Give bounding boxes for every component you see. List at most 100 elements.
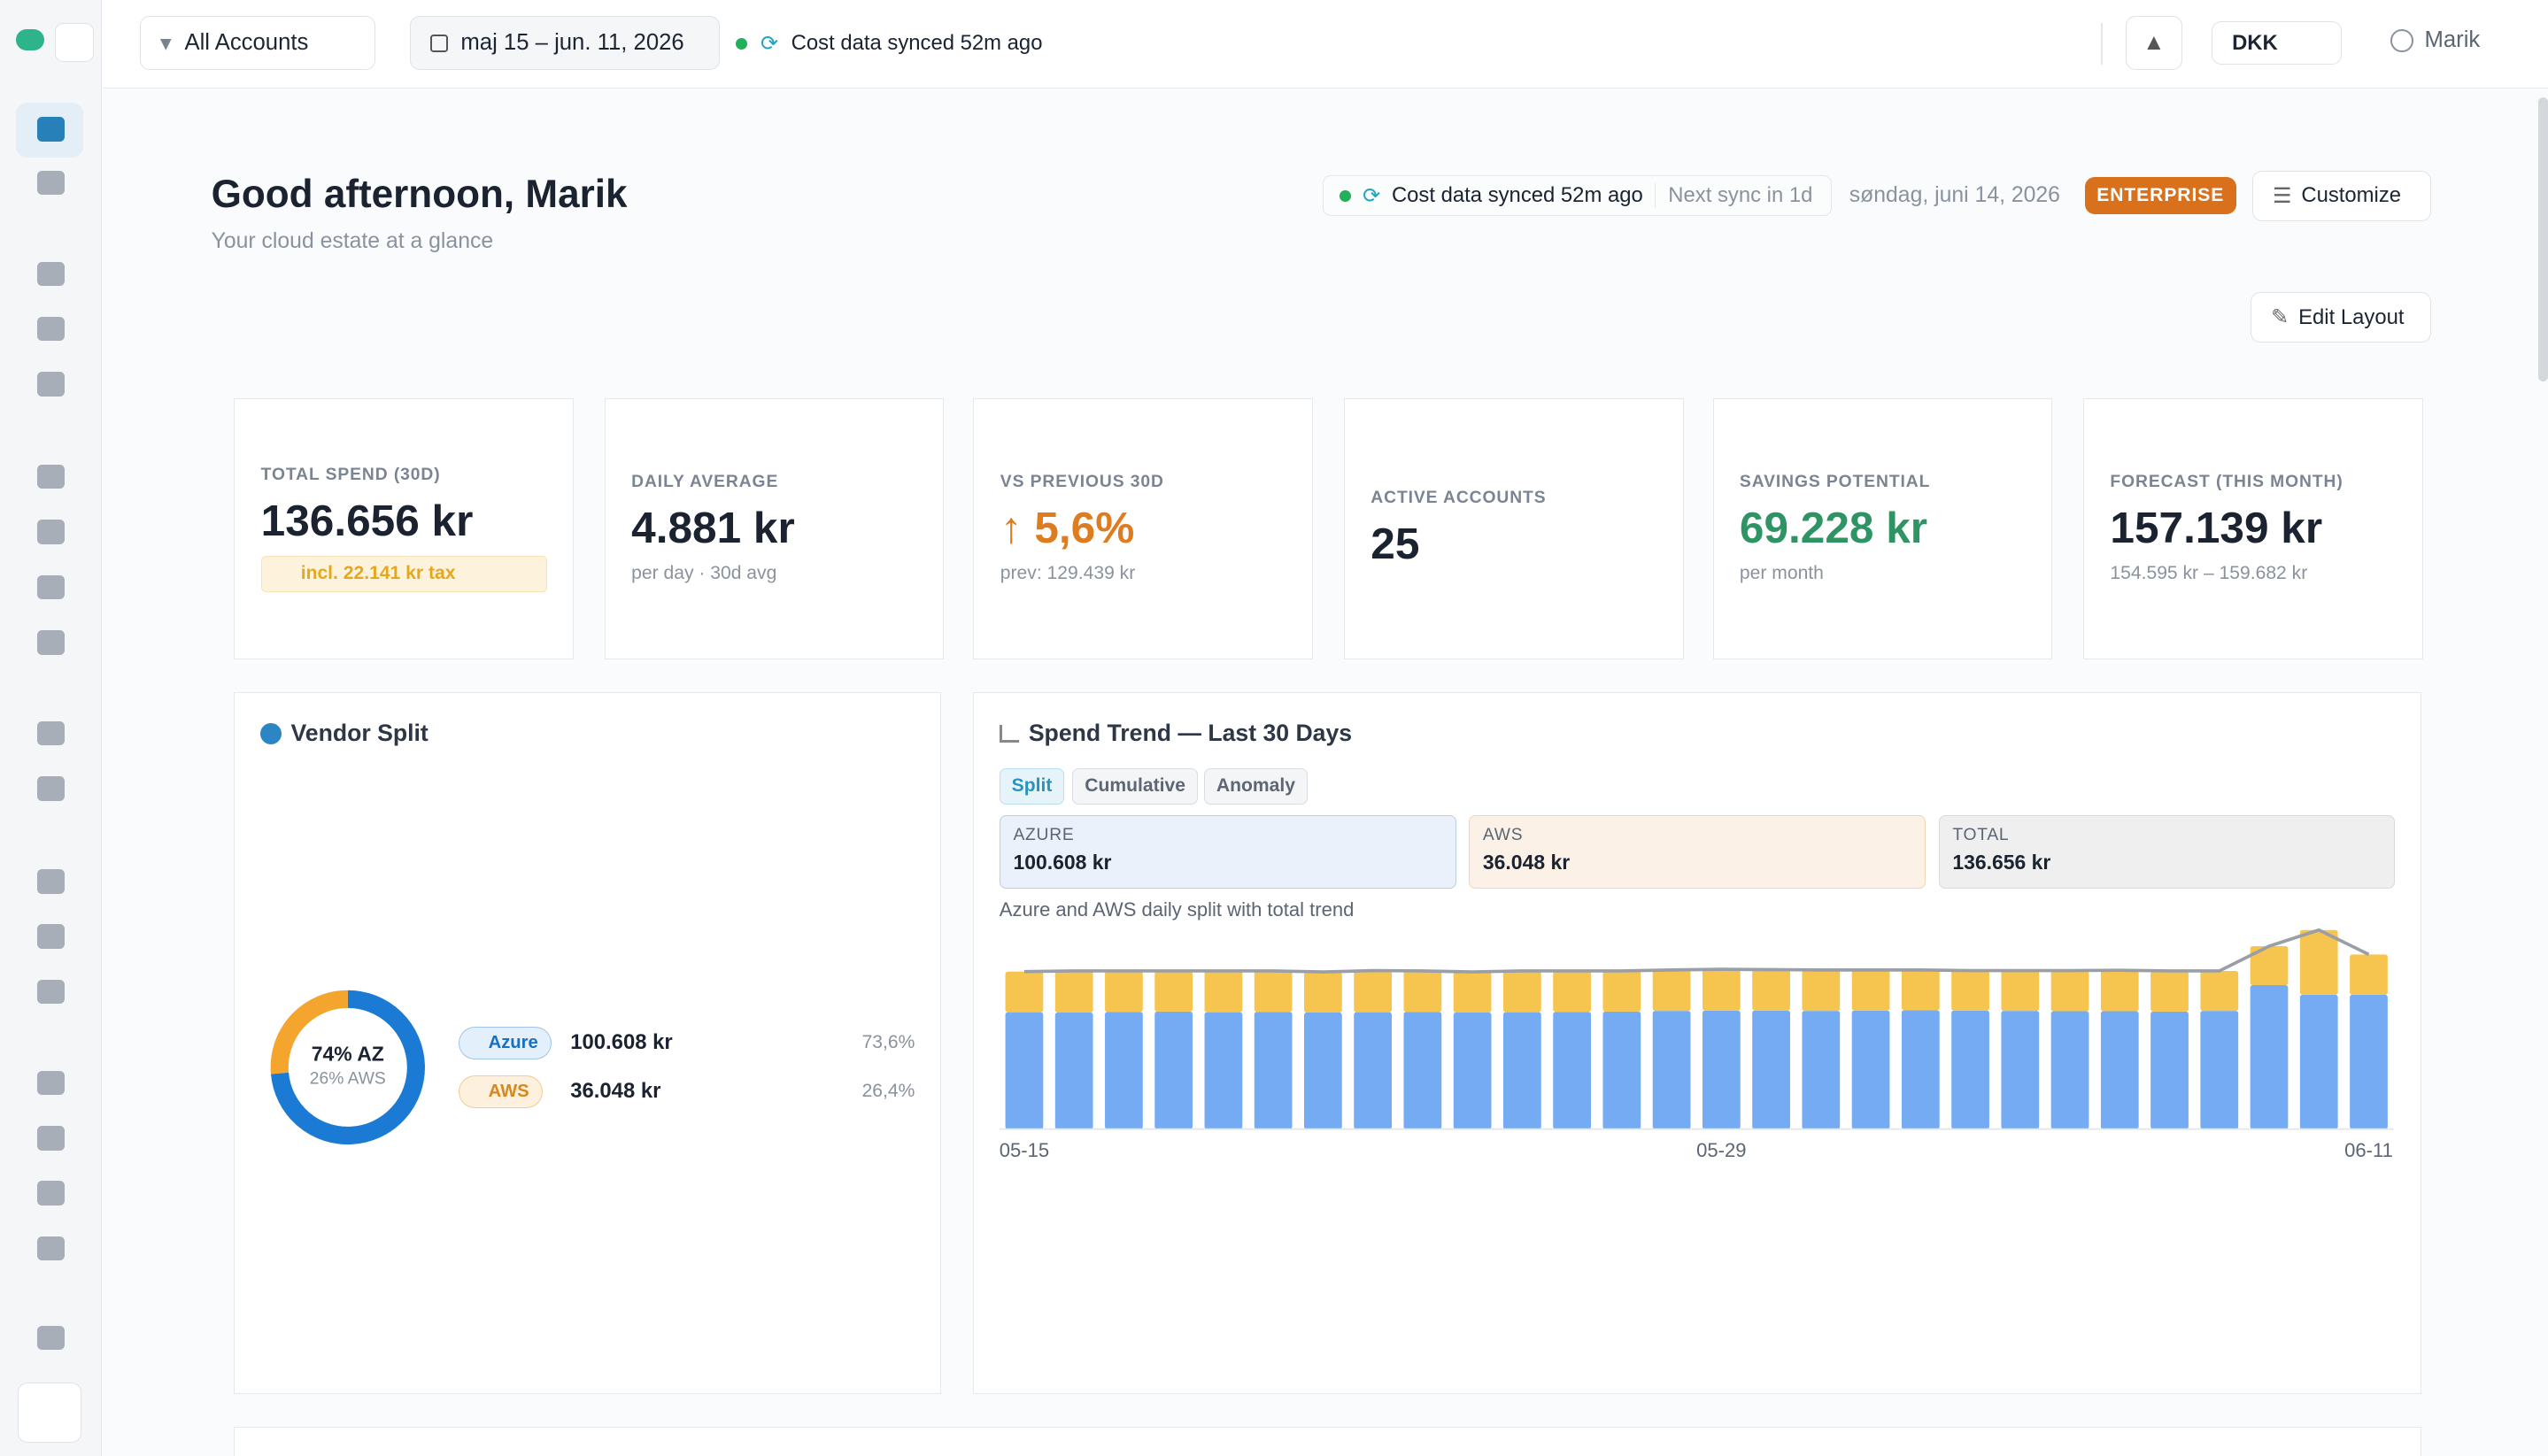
bar-segment — [1851, 1010, 1890, 1129]
vendor-badge: AWS — [458, 1075, 544, 1108]
kpi-card: TOTAL SPEND (30D) 136.656 kr incl. 22.141 … — [234, 397, 574, 660]
nav-settings[interactable] — [37, 1325, 66, 1351]
date-range-label: maj 15 – jun. 11, 2026 — [460, 30, 684, 56]
donut-slice — [270, 990, 425, 1145]
nav-alerts[interactable] — [37, 630, 66, 655]
donut-center-sublabel: 26% AWS — [310, 1069, 386, 1088]
donut-slice — [270, 990, 349, 1075]
kpi-value: 136.656 kr — [260, 496, 474, 546]
summary-card: AWS 36.048 kr — [1469, 815, 1926, 889]
nav-calendar[interactable] — [37, 868, 66, 894]
nav-home[interactable] — [37, 117, 66, 142]
bar-segment — [1354, 1012, 1393, 1129]
bar-segment — [2150, 1011, 2189, 1129]
kpi-label: ACTIVE ACCOUNTS — [1371, 488, 1547, 507]
summary-label: AWS — [1482, 826, 1524, 845]
spend-trend-header: Spend Trend — Last 30 Days — [999, 720, 1352, 747]
bar-segment — [1403, 970, 1442, 1013]
summary-label: AZURE — [1013, 826, 1075, 845]
summary-card: AZURE 100.608 kr — [999, 815, 1456, 889]
alerts-button[interactable]: ▲ — [2125, 16, 2183, 70]
bar-segment — [2350, 954, 2388, 995]
nav-boards[interactable] — [37, 776, 66, 801]
nav-building[interactable] — [37, 1125, 66, 1151]
kpi-card: SAVINGS POTENTIAL 69.228 kr per month — [1712, 397, 2053, 660]
bar-segment — [2250, 985, 2289, 1129]
bar-segment — [1502, 1012, 1541, 1129]
view-tab[interactable]: Split — [999, 768, 1065, 805]
logo — [16, 29, 44, 50]
sidebar — [0, 0, 102, 1456]
summary-label: TOTAL — [1952, 826, 2010, 845]
sync-status: Cost data synced 52m ago — [791, 31, 1043, 56]
nav-charts[interactable] — [37, 464, 66, 489]
bar-segment — [1204, 1012, 1243, 1129]
kpi-note: 154.595 kr – 159.682 kr — [2110, 563, 2308, 584]
bar-segment — [1553, 970, 1591, 1013]
bar-segment — [2299, 929, 2338, 995]
nav-hierarchy[interactable] — [37, 316, 66, 342]
vendor-share: 73,6% — [861, 1031, 915, 1052]
bar-segment — [1702, 1010, 1741, 1129]
bar-segment — [1652, 1011, 1691, 1129]
plan-badge: ENTERPRISE — [2084, 177, 2236, 215]
kpi-card: ACTIVE ACCOUNTS 25 — [1343, 397, 1684, 660]
nav-billing[interactable] — [37, 1236, 66, 1261]
bar-segment — [1005, 971, 1044, 1013]
bar-segment — [1752, 1010, 1790, 1129]
kpi-value: ↑ 5,6% — [1000, 503, 1135, 553]
subtitle: Your cloud estate at a glance — [211, 228, 494, 253]
kpi-label: VS PREVIOUS 30D — [1000, 473, 1164, 492]
customize-button[interactable]: ☰ Customize — [2251, 170, 2431, 221]
bar-segment — [1154, 1011, 1193, 1129]
kpi-card: DAILY AVERAGE 4.881 kr per day · 30d avg — [604, 397, 945, 660]
bar-segment — [1304, 972, 1342, 1013]
bar-segment — [1354, 970, 1393, 1013]
sync-pill: ⟳ Cost data synced 52m ago Next sync in 1d — [1323, 175, 1832, 217]
bar-segment — [2001, 1011, 2040, 1129]
account-filter[interactable]: ▾ All Accounts — [139, 16, 375, 70]
kpi-value: 4.881 kr — [631, 503, 795, 553]
kpi-value: 69.228 kr — [1739, 503, 1928, 553]
summary-value: 36.048 kr — [1482, 850, 1571, 874]
nav-code[interactable] — [37, 979, 66, 1005]
bar-segment — [1602, 1011, 1641, 1129]
nav-play[interactable] — [37, 1070, 66, 1096]
kpi-value: 157.139 kr — [2110, 503, 2323, 553]
bar-segment — [2200, 970, 2239, 1012]
bar-segment — [1553, 1012, 1591, 1129]
currency-select[interactable]: DKK — [2212, 20, 2342, 65]
x-tick-label: 06-11 — [2344, 1139, 2393, 1161]
date-range[interactable]: maj 15 – jun. 11, 2026 — [409, 16, 721, 70]
kpi-label: FORECAST (THIS MONTH) — [2110, 473, 2343, 492]
nav-layers[interactable] — [37, 261, 66, 287]
expand-button[interactable] — [55, 22, 95, 62]
bar-segment — [2150, 970, 2189, 1012]
summary-value: 136.656 kr — [1952, 850, 2051, 874]
sync-status: Cost data synced 52m ago — [1391, 183, 1643, 208]
bar-segment — [2050, 1011, 2089, 1129]
divider — [2101, 22, 2104, 65]
nav-recycle[interactable] — [37, 520, 66, 544]
bar-segment — [1254, 970, 1293, 1013]
nav-dashboards[interactable] — [37, 170, 66, 196]
bar-segment — [2050, 970, 2089, 1012]
bar-segment — [1403, 1012, 1442, 1129]
vendor-amount: 36.048 kr — [570, 1078, 661, 1103]
bar-segment — [1453, 972, 1492, 1013]
edit-layout-button[interactable]: ✎ Edit Layout — [2251, 292, 2431, 343]
view-tab[interactable]: Cumulative — [1072, 768, 1198, 805]
nav-ideas[interactable] — [37, 574, 66, 600]
view-tab[interactable]: Anomaly — [1204, 768, 1308, 805]
nav-upload[interactable] — [37, 1181, 66, 1206]
collapse-button[interactable] — [18, 1382, 81, 1443]
bar-segment — [1502, 970, 1541, 1013]
user-name: Marik — [2424, 27, 2481, 53]
nav-bots[interactable] — [37, 924, 66, 949]
bar-segment — [1154, 970, 1193, 1012]
nav-inventory[interactable] — [37, 720, 66, 746]
nav-list[interactable] — [37, 372, 66, 397]
vendor-split-panel — [234, 691, 941, 1394]
user-menu[interactable]: Marik — [2390, 27, 2480, 53]
